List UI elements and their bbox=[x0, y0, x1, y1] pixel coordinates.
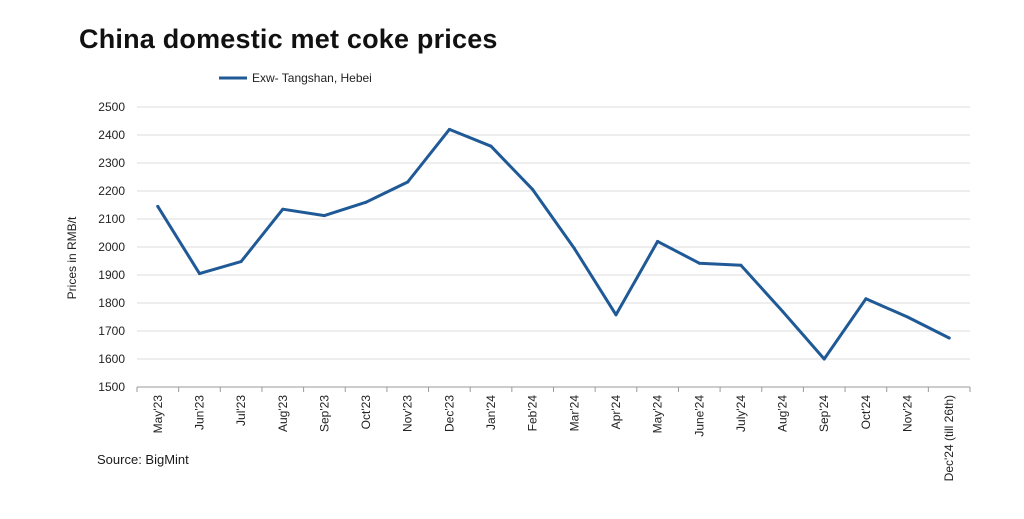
y-axis-ticks: 1500 1600 1700 1800 1900 2000 2100 2200 2300 2400… bbox=[98, 100, 125, 394]
x-tick-label: July'24 bbox=[734, 395, 748, 432]
data-point bbox=[239, 260, 243, 264]
x-tick-label: Aug'24 bbox=[776, 395, 790, 432]
chart-title: China domestic met coke prices bbox=[79, 24, 498, 54]
x-tick-label: Dec'24 (till 26th) bbox=[942, 395, 956, 481]
data-point bbox=[447, 127, 451, 131]
data-point bbox=[614, 313, 618, 317]
x-tick-label: Feb'24 bbox=[526, 395, 540, 432]
x-tick-label: Mar'24 bbox=[567, 395, 581, 432]
legend-label: Exw- Tangshan, Hebei bbox=[252, 71, 372, 85]
data-point bbox=[822, 357, 826, 361]
y-tick-label: 2000 bbox=[98, 240, 125, 254]
x-tick-label: Aug'23 bbox=[276, 395, 290, 432]
x-tick-label: May'23 bbox=[151, 395, 165, 434]
data-point bbox=[406, 180, 410, 184]
data-point bbox=[739, 263, 743, 267]
data-point bbox=[781, 309, 785, 313]
data-point bbox=[156, 204, 160, 208]
x-tick-label: Sep'23 bbox=[317, 395, 331, 432]
y-tick-label: 2300 bbox=[98, 156, 125, 170]
x-tick-label: Jul'23 bbox=[234, 395, 248, 426]
series-group bbox=[156, 127, 951, 361]
y-tick-label: 1800 bbox=[98, 296, 125, 310]
x-tick-label: May'24 bbox=[651, 395, 665, 434]
source-note: Source: BigMint bbox=[97, 452, 189, 467]
data-point bbox=[864, 297, 868, 301]
y-tick-label: 2200 bbox=[98, 184, 125, 198]
data-point bbox=[906, 315, 910, 319]
x-tick-label: Oct'24 bbox=[859, 395, 873, 430]
x-tick-label: Sep'24 bbox=[817, 395, 831, 432]
data-point bbox=[281, 207, 285, 211]
x-tick-label: Nov'23 bbox=[401, 395, 415, 432]
x-tick-label: June'24 bbox=[692, 395, 706, 437]
data-point bbox=[489, 144, 493, 148]
series-line bbox=[156, 127, 951, 361]
data-point bbox=[197, 272, 201, 276]
x-axis-ticks: May'23 Jun'23 Jul'23 Aug'23 Sep'23 Oct'23 Nov'… bbox=[136, 387, 971, 481]
data-point bbox=[697, 261, 701, 265]
data-point bbox=[947, 336, 951, 340]
data-point bbox=[364, 200, 368, 204]
x-tick-label: Apr'24 bbox=[609, 395, 623, 430]
y-tick-label: 1700 bbox=[98, 324, 125, 338]
y-tick-label: 2100 bbox=[98, 212, 125, 226]
data-point bbox=[322, 214, 326, 218]
y-tick-label: 1600 bbox=[98, 352, 125, 366]
y-axis-label: Prices in RMB/t bbox=[65, 216, 79, 299]
x-tick-label: Oct'23 bbox=[359, 395, 373, 430]
data-point bbox=[656, 239, 660, 243]
y-tick-label: 1500 bbox=[98, 380, 125, 394]
data-point bbox=[572, 246, 576, 250]
data-point bbox=[531, 188, 535, 192]
y-tick-label: 2400 bbox=[98, 128, 125, 142]
x-tick-label: Nov'24 bbox=[901, 395, 915, 432]
x-tick-label: Dec'23 bbox=[442, 395, 456, 432]
x-tick-label: Jun'23 bbox=[192, 395, 206, 430]
y-tick-label: 1900 bbox=[98, 268, 125, 282]
x-tick-label: Jan'24 bbox=[484, 395, 498, 430]
legend: Exw- Tangshan, Hebei bbox=[219, 71, 372, 85]
y-tick-label: 2500 bbox=[98, 100, 125, 114]
